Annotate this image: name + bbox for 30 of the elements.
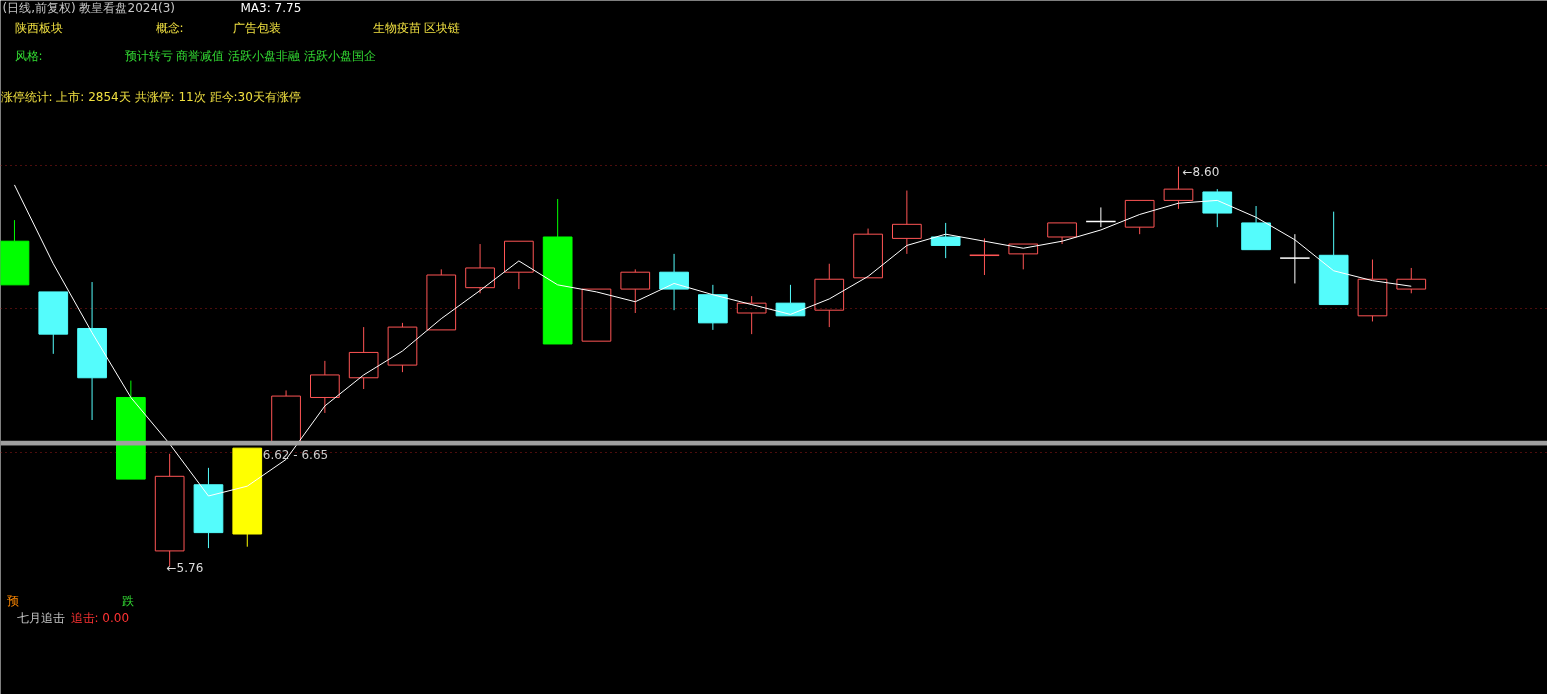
candlestick (193, 467, 224, 549)
annotation: 追击: 0.00 (70, 610, 130, 625)
candlestick (814, 263, 845, 328)
annotation: 风格: (14, 48, 43, 63)
annotation: 七月追击 (16, 610, 65, 625)
annotation: 生物疫苗 区块链 (372, 20, 461, 35)
annotation: 预计转亏 商誉减值 活跃小盘非融 活跃小盘国企 (124, 48, 376, 63)
candlestick (1279, 233, 1311, 284)
chart-title: (日线,前复权) 教皇看盘2024(3) (2, 0, 176, 15)
candlestick (698, 284, 728, 331)
candlestick (736, 295, 767, 335)
candlestick (968, 237, 1000, 276)
candlestick (77, 281, 107, 421)
annotation: 广告包装 (232, 20, 281, 35)
candlestick (465, 243, 495, 294)
candlestick (348, 326, 379, 390)
candlestick (892, 190, 922, 255)
candlestick (1085, 206, 1117, 228)
annotation: 陕西板块 (14, 20, 63, 35)
annotation: 跌 (121, 593, 134, 608)
annotation: 涨停统计: 上市: 2854天 共涨停: 11次 距今:30天有涨停 (0, 89, 301, 104)
annotation: ←5.76 (166, 560, 204, 575)
band-label: 6.62 - 6.65 (262, 448, 329, 463)
annotation: MA3: 7.75 (240, 0, 302, 15)
annotation: 概念: (155, 20, 184, 35)
annotation: ←8.60 (1182, 164, 1220, 179)
annotation: 预 (6, 593, 19, 608)
candlestick (620, 268, 651, 314)
candlestick (659, 253, 689, 311)
candlestick (310, 360, 340, 414)
